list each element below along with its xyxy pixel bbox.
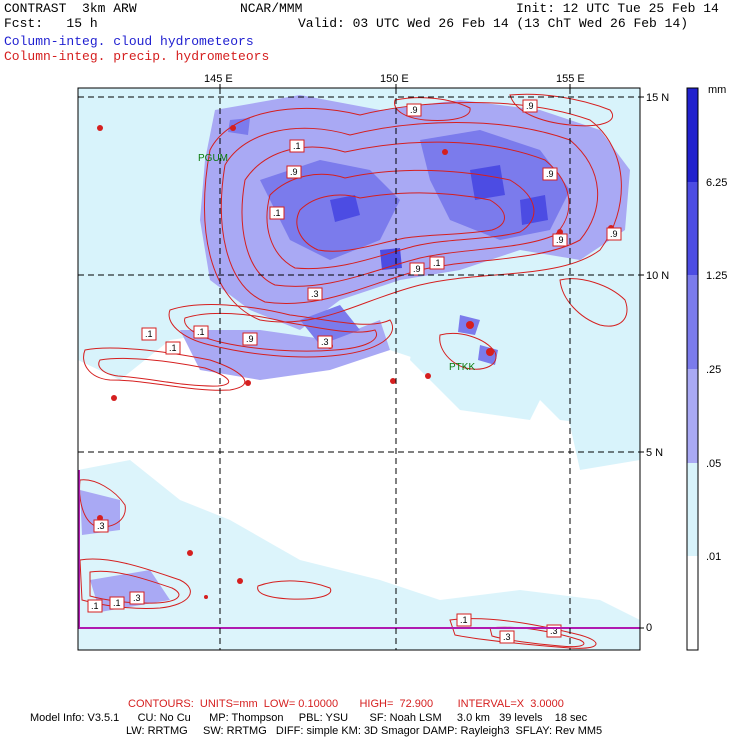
valid-time: Valid: 03 UTC Wed 26 Feb 14 (13 ChT Wed … xyxy=(298,16,689,31)
contour-label-text: .1 xyxy=(460,615,468,625)
contour-label-text: .1 xyxy=(145,329,153,339)
lat-label-10n: 10 N xyxy=(646,270,670,282)
contour-label: .1 xyxy=(109,596,125,610)
legend-unit: mm xyxy=(708,84,727,96)
legend-swatch xyxy=(687,88,698,182)
lat-label-equator: 0 xyxy=(646,622,653,634)
legend-label-1-25: 1.25 xyxy=(706,270,728,282)
contour-label-text: .9 xyxy=(413,264,421,274)
axis-ticks xyxy=(219,84,644,629)
lat-label-15n: 15 N xyxy=(646,92,670,104)
contour-label: .9 xyxy=(522,99,538,113)
contour-label-text: .9 xyxy=(546,169,554,179)
legend-label-0-25: .25 xyxy=(706,364,722,376)
contour-label-text: .9 xyxy=(526,101,534,111)
field-layer: .1 .9 .1 .9 .9 .9 .9 .9 .1 .9 .3 .1 .1 .… xyxy=(78,88,640,650)
contour-label: .9 xyxy=(542,167,558,181)
contour-label-text: .3 xyxy=(133,593,141,603)
contour-label: .9 xyxy=(406,103,422,117)
lon-label-145e: 145 E xyxy=(204,73,233,85)
contour-label-text: .9 xyxy=(556,235,564,245)
legend-label-0-01: .01 xyxy=(706,551,722,563)
contour-label-text: .1 xyxy=(433,258,441,268)
contour-label: .9 xyxy=(242,332,258,346)
header-title: CONTRAST 3km ARW xyxy=(4,1,137,16)
station-label-pgum: PGUM xyxy=(198,153,228,164)
lat-lon-grid xyxy=(78,88,640,650)
contour-label-text: .9 xyxy=(410,105,418,115)
contour-label: .9 xyxy=(409,262,425,276)
contour-label: .9 xyxy=(286,165,302,179)
legend-swatch xyxy=(687,463,698,556)
contour-label-text: .1 xyxy=(113,598,121,608)
contour-label-text: .1 xyxy=(273,208,281,218)
header-org: NCAR/MMM xyxy=(240,1,303,16)
legend-swatch xyxy=(687,556,698,650)
init-time: Init: 12 UTC Tue 25 Feb 14 xyxy=(516,1,719,16)
legend-swatch xyxy=(687,369,698,463)
lon-label-155e: 155 E xyxy=(556,73,585,85)
contour-label-group: .1 .9 .1 .9 .9 .9 .9 .9 .1 .9 .3 .1 .1 .… xyxy=(87,99,622,644)
contour-label-text: .9 xyxy=(290,167,298,177)
contour-label: .1 xyxy=(141,327,157,341)
contour-label: .3 xyxy=(129,591,145,605)
lon-label-150e: 150 E xyxy=(380,73,409,85)
station-label-ptkk: PTKK xyxy=(449,362,475,373)
contour-label: .1 xyxy=(429,256,445,270)
contour-label: .3 xyxy=(307,287,323,301)
contour-label-text: .3 xyxy=(97,521,105,531)
lat-label-5n: 5 N xyxy=(646,447,664,459)
contour-label: .9 xyxy=(552,233,568,247)
contour-label-text: .1 xyxy=(197,327,205,337)
contour-label: .3 xyxy=(93,519,109,533)
field-precip-label: Column-integ. precip. hydrometeors xyxy=(4,49,270,64)
contour-label-text: .3 xyxy=(503,632,511,642)
contour-label-text: .9 xyxy=(610,229,618,239)
legend-swatch xyxy=(687,182,698,275)
contour-label: .1 xyxy=(193,325,209,339)
contour-label: .3 xyxy=(317,335,333,349)
contour-label: .1 xyxy=(289,139,305,153)
legend-swatch xyxy=(687,275,698,369)
contour-label-text: .1 xyxy=(169,343,177,353)
model-info-line2: LW: RRTMG SW: RRTMG DIFF: simple KM: 3D … xyxy=(126,725,603,737)
contour-label: .1 xyxy=(456,613,472,627)
contour-label-text: .3 xyxy=(550,626,558,636)
contour-label-text: .9 xyxy=(246,334,254,344)
model-info-line1: Model Info: V3.5.1 CU: No Cu MP: Thompso… xyxy=(30,712,588,724)
contour-label-text: .3 xyxy=(321,337,329,347)
contour-label: .3 xyxy=(546,624,562,638)
map-frame xyxy=(77,87,641,651)
contour-label: .1 xyxy=(165,341,181,355)
contour-info: CONTOURS: UNITS=mm LOW= 0.10000 HIGH= 72… xyxy=(128,698,564,710)
legend-label-6-25: 6.25 xyxy=(706,177,728,189)
contour-label: .1 xyxy=(87,599,103,613)
contour-label: .9 xyxy=(606,227,622,241)
field-cloud-label: Column-integ. cloud hydrometeors xyxy=(4,34,254,49)
legend-label-0-05: .05 xyxy=(706,458,722,470)
forecast-hour: Fcst: 15 h xyxy=(4,16,98,31)
contour-label-text: .1 xyxy=(91,601,99,611)
contour-label-text: .1 xyxy=(293,141,301,151)
contour-label: .1 xyxy=(269,206,285,220)
precip-contours xyxy=(79,93,628,649)
color-legend xyxy=(686,87,699,651)
contour-label-text: .3 xyxy=(311,289,319,299)
contour-label: .3 xyxy=(499,630,515,644)
